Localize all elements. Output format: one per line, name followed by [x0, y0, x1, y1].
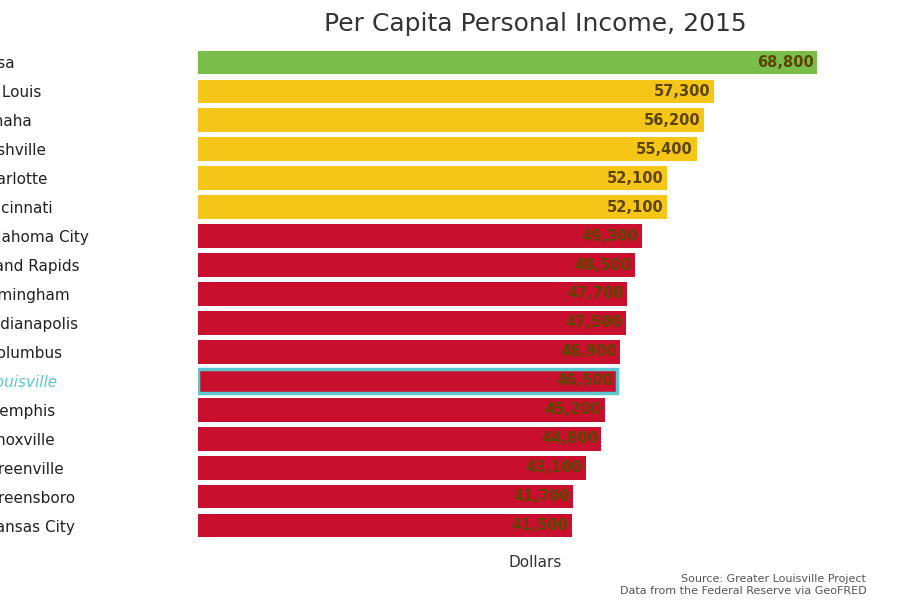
- Text: 68,800: 68,800: [757, 55, 814, 70]
- Text: 46,500: 46,500: [556, 373, 613, 388]
- Text: 41,700: 41,700: [513, 489, 570, 504]
- Bar: [198, 166, 667, 190]
- Bar: [198, 340, 620, 364]
- Bar: [198, 398, 605, 422]
- Text: 41,500: 41,500: [511, 518, 568, 533]
- Text: 46,900: 46,900: [560, 344, 616, 359]
- Bar: [198, 80, 714, 103]
- Text: Source: Greater Louisville Project
Data from the Federal Reserve via GeoFRED: Source: Greater Louisville Project Data …: [619, 574, 866, 596]
- Title: Per Capita Personal Income, 2015: Per Capita Personal Income, 2015: [324, 13, 747, 37]
- Bar: [198, 485, 573, 508]
- Text: 52,100: 52,100: [607, 171, 663, 186]
- Bar: [198, 456, 586, 479]
- Text: 44,800: 44,800: [541, 431, 598, 446]
- Text: 45,200: 45,200: [544, 402, 601, 417]
- Text: 57,300: 57,300: [653, 84, 710, 99]
- Text: 47,500: 47,500: [565, 316, 622, 331]
- Bar: [198, 109, 704, 132]
- Text: 56,200: 56,200: [644, 113, 700, 128]
- Text: 52,100: 52,100: [607, 200, 663, 215]
- Bar: [198, 282, 627, 306]
- Bar: [198, 427, 601, 451]
- Bar: [198, 311, 626, 335]
- Text: 55,400: 55,400: [636, 142, 693, 157]
- Bar: [198, 253, 634, 277]
- Bar: [198, 137, 697, 161]
- Text: 43,100: 43,100: [526, 460, 582, 475]
- Text: 47,700: 47,700: [567, 286, 624, 301]
- Text: 49,300: 49,300: [581, 229, 638, 244]
- Bar: [198, 369, 616, 392]
- Bar: [198, 50, 817, 74]
- Text: 48,500: 48,500: [574, 257, 631, 272]
- Text: Dollars: Dollars: [508, 555, 562, 570]
- Bar: [198, 514, 572, 538]
- Bar: [198, 224, 642, 248]
- Bar: [198, 196, 667, 219]
